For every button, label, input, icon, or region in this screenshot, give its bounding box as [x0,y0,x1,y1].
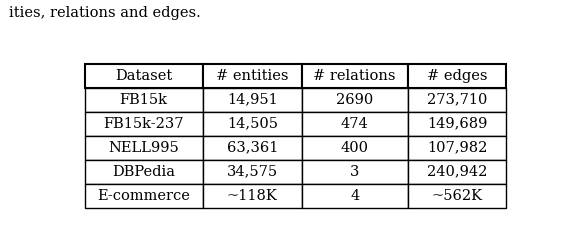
Text: ities, relations and edges.: ities, relations and edges. [9,6,200,20]
